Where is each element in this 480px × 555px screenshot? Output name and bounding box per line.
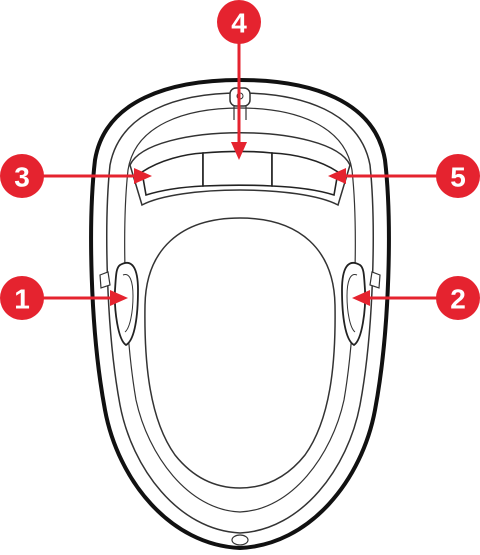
bottom-screw-hole (231, 534, 249, 546)
callout-badge-4: 4 (217, 0, 261, 44)
callout-arrowhead-5 (328, 168, 346, 184)
callout-arrowhead-2 (352, 290, 370, 306)
callout-badge-1: 1 (0, 276, 44, 320)
mouse-sole-outline (124, 107, 356, 513)
callout-arrowhead-4 (231, 142, 247, 160)
callout-arrowhead-3 (134, 168, 152, 184)
mouse-inner-shell (106, 92, 374, 534)
callout-arrows (40, 42, 440, 306)
left-side-button (99, 261, 139, 347)
right-side-button (341, 261, 381, 347)
right-front-button (271, 152, 339, 197)
callout-label-1: 1 (14, 284, 30, 315)
bottom-sole-pad (144, 217, 336, 489)
callout-badge-3: 3 (0, 154, 44, 198)
callout-badge-2: 2 (436, 276, 480, 320)
callout-label-4: 4 (231, 8, 247, 39)
center-front-button (202, 150, 273, 187)
callout-label-3: 3 (14, 162, 30, 193)
callout-arrowhead-1 (110, 290, 128, 306)
callout-label-5: 5 (450, 162, 466, 193)
callout-badge-5: 5 (436, 154, 480, 198)
callout-label-2: 2 (450, 284, 466, 315)
